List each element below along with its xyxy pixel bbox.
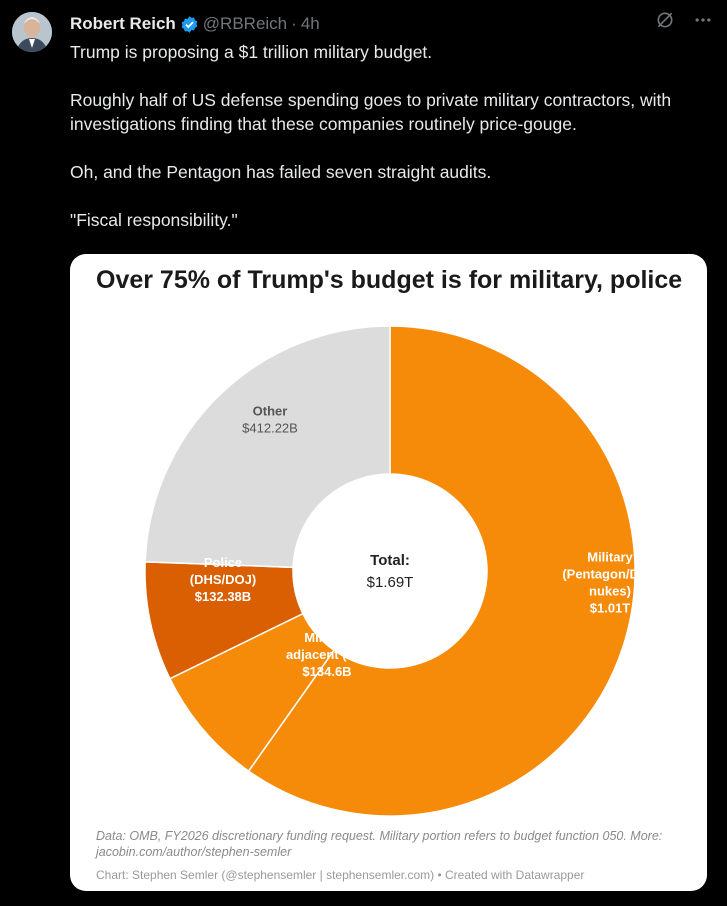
separator: · [291, 14, 297, 33]
donut-chart: Military (Pentagon/DOE nukes) $1.01T Militar… [144, 325, 658, 817]
chart-notes: Data: OMB, FY2026 discretionary funding … [96, 829, 663, 859]
tweet-paragraph: Trump is proposing a $1 trillion militar… [70, 42, 433, 62]
slice-other[interactable] [144, 325, 391, 569]
chart-card[interactable]: Military (Pentagon/DOE nukes) $1.01T Militar… [70, 254, 707, 891]
tweet-actions [653, 8, 715, 32]
author-name[interactable]: Robert Reich [70, 14, 176, 33]
slice-military-pentagon-doe-nukes[interactable] [247, 325, 636, 817]
tweet-paragraph: Oh, and the Pentagon has failed seven st… [70, 162, 492, 182]
slice-label: Military (Pentagon/DOE nukes) $1.01T [562, 550, 658, 616]
slice-label: Other $412.22B [242, 404, 298, 436]
tweet-paragraph: "Fiscal responsibility." [70, 210, 238, 230]
more-options-icon[interactable] [691, 8, 715, 32]
tweet-paragraph: Roughly half of US defense spending goes… [70, 90, 672, 134]
chart-title: Over 75% of Trump's budget is for milita… [96, 266, 683, 294]
timestamp[interactable]: 4h [300, 14, 320, 33]
author-handle[interactable]: @RBReich [202, 14, 288, 33]
slice-label: Military adjacent (VA) $134.6B [286, 630, 368, 679]
center-value: $1.69T [367, 574, 414, 591]
center-label: Total: [370, 552, 410, 569]
tweet-text: Trump is proposing a $1 trillion militar… [70, 40, 710, 256]
chart-credit: Chart: Stephen Semler (@stephensemler | … [96, 868, 585, 882]
tweet-header: Robert Reich @RBReich · 4h [70, 12, 707, 36]
avatar[interactable] [12, 12, 52, 52]
slice-label: Police (DHS/DOJ) $132.38B [190, 555, 256, 604]
verified-badge-icon [180, 15, 199, 34]
grok-icon[interactable] [653, 8, 677, 32]
